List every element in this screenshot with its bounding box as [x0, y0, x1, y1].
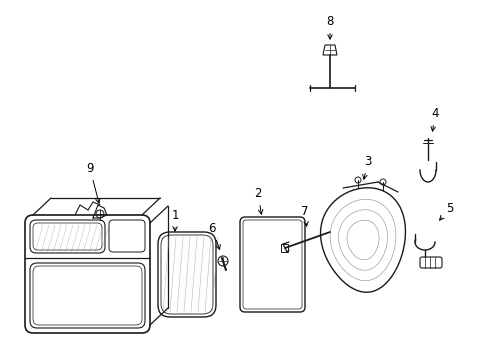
Text: 1: 1: [171, 209, 179, 231]
Text: 8: 8: [325, 15, 333, 39]
Text: 3: 3: [362, 155, 371, 179]
Text: 2: 2: [254, 187, 263, 214]
Text: 9: 9: [86, 162, 100, 203]
Text: 7: 7: [301, 205, 308, 226]
Text: 6: 6: [208, 222, 220, 249]
Text: 5: 5: [439, 202, 453, 220]
Bar: [281, 244, 287, 252]
Text: 4: 4: [430, 107, 438, 131]
